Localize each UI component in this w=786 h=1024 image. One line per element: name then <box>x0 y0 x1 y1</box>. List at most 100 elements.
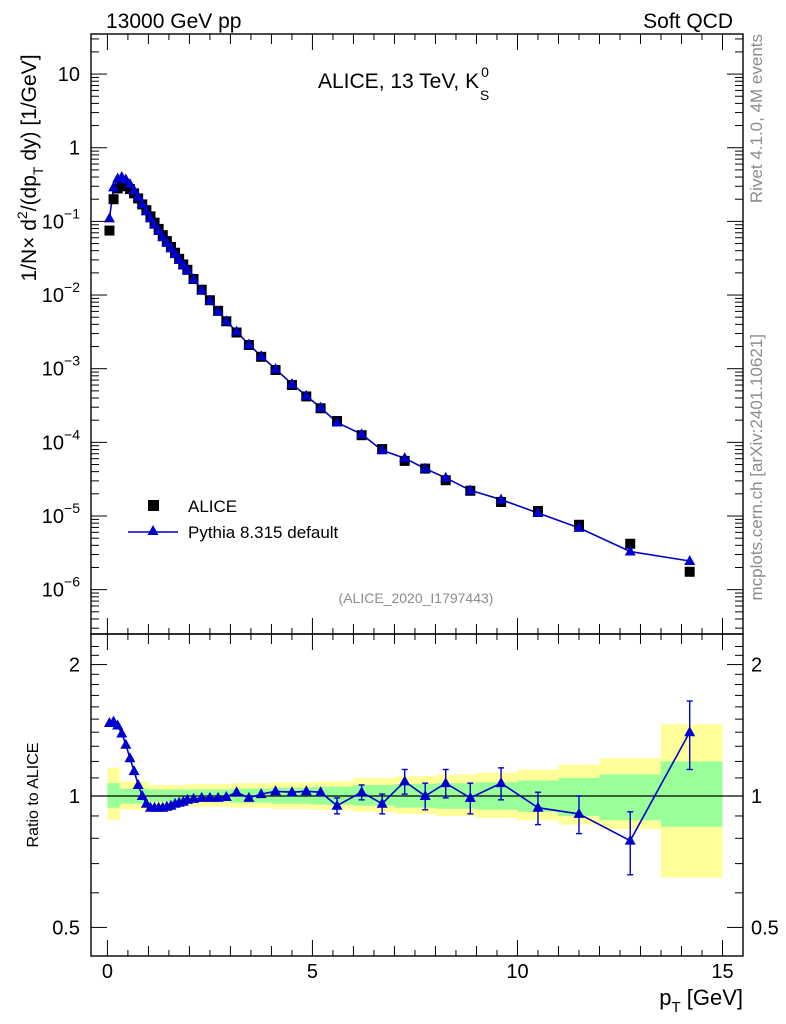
pythia-point <box>573 521 585 532</box>
pythia-point <box>419 462 431 473</box>
ratio-point <box>495 777 507 788</box>
ratio-y-axis-label: Ratio to ALICE <box>25 743 42 848</box>
pythia-point <box>255 350 267 361</box>
main-plot-marks <box>103 171 696 577</box>
legend-pythia-label: Pythia 8.315 default <box>188 523 339 542</box>
alice-point <box>108 194 119 205</box>
x-tick-label: 0 <box>102 961 113 983</box>
ratio-plot-marks <box>103 700 696 876</box>
pythia-point <box>532 506 544 517</box>
x-axis-label: pT [GeV] <box>659 985 743 1016</box>
ratio-point <box>624 834 636 845</box>
ratio-point <box>212 791 224 802</box>
ratio-point <box>376 797 388 808</box>
pythia-point <box>315 401 327 412</box>
ratio-point <box>464 791 476 802</box>
y-tick-label: 1 <box>69 138 80 160</box>
ratio-point <box>243 791 255 802</box>
ratio-point <box>188 792 200 803</box>
y-tick-label: 10−3 <box>42 353 80 381</box>
ratio-point <box>331 799 343 810</box>
pythia-point <box>399 452 411 463</box>
ratio-plot-panel: 0.5 0.5 1 1 2 2 0 5 10 15 Ratio to ALICE pT [GeV] <box>25 633 779 1016</box>
legend-pythia-marker <box>147 525 159 535</box>
legend-alice-label: ALICE <box>188 497 237 516</box>
analysis-id-annotation: (ALICE_2020_I1797443) <box>339 590 494 606</box>
ratio-y-tick-label-right: 0.5 <box>751 917 779 939</box>
pythia-point <box>220 315 232 326</box>
pythia-point <box>181 264 193 275</box>
ratio-point <box>573 807 585 818</box>
ratio-point <box>231 786 243 797</box>
pythia-point <box>177 259 189 270</box>
process-label: Soft QCD <box>643 10 733 33</box>
ratio-point <box>255 788 267 799</box>
pythia-point <box>149 218 161 229</box>
pythia-point <box>165 242 177 253</box>
pythia-point <box>300 389 312 400</box>
ratio-point <box>356 786 368 797</box>
plot-title-sub: S <box>480 87 489 103</box>
x-tick-label: 15 <box>711 961 733 983</box>
main-y-axis-label: 1/N× d2/(dpT dy) [1/GeV] <box>14 54 46 281</box>
pythia-point <box>188 273 200 284</box>
ratio-point <box>116 727 128 738</box>
mcplots-label: mcplots.cern.ch [arXiv:2401.10621] <box>747 334 766 600</box>
main-plot-panel: 10−6 10−5 10−4 10−3 10−2 10−1 1 10 ALICE, 13 Te… <box>14 33 744 635</box>
x-tick-label: 5 <box>307 961 318 983</box>
pythia-point <box>132 190 144 201</box>
ratio-y-tick-label-right: 2 <box>751 655 762 677</box>
pythia-point <box>495 493 507 504</box>
rivet-version-label: Rivet 4.1.0, 4M events <box>747 34 766 203</box>
ratio-point <box>220 790 232 801</box>
pythia-point <box>140 205 152 216</box>
pythia-point <box>161 236 173 247</box>
pythia-point <box>204 294 216 305</box>
ratio-point <box>399 775 411 786</box>
pythia-point <box>684 554 696 565</box>
pythia-point <box>286 377 298 388</box>
pythia-point <box>440 471 452 482</box>
ratio-y-tick-label: 2 <box>69 655 80 677</box>
ratio-y-tick-label: 0.5 <box>52 917 80 939</box>
plot-title-sup: 0 <box>481 64 489 80</box>
pythia-point <box>108 181 120 192</box>
legend: ALICE Pythia 8.315 default <box>128 497 339 542</box>
ratio-point <box>128 765 140 776</box>
ratio-point <box>124 752 136 763</box>
ratio-point <box>120 738 132 749</box>
pythia-point <box>212 305 224 316</box>
collision-energy-label: 13000 GeV pp <box>106 10 241 33</box>
x-axis-label-text: pT [GeV] <box>659 985 743 1016</box>
ratio-point <box>532 801 544 812</box>
ratio-point <box>204 791 216 802</box>
pythia-point <box>153 225 165 236</box>
pythia-point <box>243 338 255 349</box>
pythia-point <box>169 248 181 259</box>
ratio-y-tick-label: 1 <box>69 786 80 808</box>
pythia-point <box>128 184 140 195</box>
y-tick-label: 10−5 <box>42 500 80 528</box>
y-tick-label: 10 <box>58 64 80 86</box>
green-band <box>660 761 723 827</box>
ratio-frame <box>90 633 744 957</box>
y-tick-label: 10−2 <box>42 279 80 307</box>
pythia-point <box>136 198 148 209</box>
ratio-point <box>270 785 282 796</box>
alice-point <box>104 225 115 236</box>
y-tick-label: 10−1 <box>42 205 80 233</box>
ratio-point <box>286 786 298 797</box>
pythia-point <box>624 545 636 556</box>
ratio-y-tick-label-right: 1 <box>751 786 762 808</box>
plot-title-text: ALICE, 13 TeV, K <box>318 70 479 93</box>
pythia-point <box>464 484 476 495</box>
ratio-point <box>315 786 327 797</box>
main-plot-axes: 10−6 10−5 10−4 10−3 10−2 10−1 1 10 <box>42 33 744 635</box>
y-tick-label: 10−4 <box>42 426 80 454</box>
pythia-point <box>196 284 208 295</box>
y-tick-label: 10−6 <box>42 574 80 602</box>
pythia-point <box>331 416 343 427</box>
pythia-point <box>376 444 388 455</box>
